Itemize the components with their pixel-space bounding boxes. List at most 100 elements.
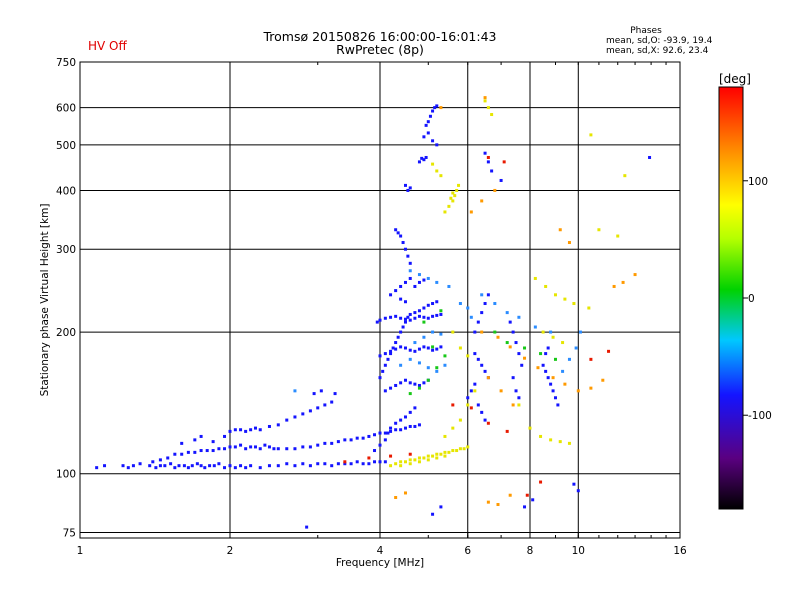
data-point [511,403,515,407]
data-point [469,389,473,393]
data-point [249,428,253,432]
data-point [576,389,580,393]
data-point [517,315,521,319]
data-point [435,300,439,304]
data-point [253,445,257,449]
data-point [490,113,494,117]
data-point [621,280,625,284]
data-point [567,241,571,245]
y-tick-label: 75 [63,527,76,539]
data-point [544,284,548,288]
data-point [426,346,430,350]
colorbar-ticks: 100 0 -100 [743,176,772,422]
data-point [553,396,557,400]
data-point [361,436,365,440]
data-point [401,325,405,329]
data-point [431,345,435,349]
data-point [422,158,426,162]
data-point [249,445,253,449]
data-point [401,241,405,245]
data-point [443,363,447,367]
data-point [431,139,435,143]
data-point [394,428,398,432]
data-point [551,376,555,380]
data-point [473,382,477,386]
y-tick-label: 600 [56,103,76,115]
data-point [386,431,390,435]
data-point [396,335,400,339]
data-point [173,466,177,470]
data-point [447,284,451,288]
data-point [408,357,412,361]
data-point [435,169,439,173]
data-point [308,464,312,468]
y-tick-label: 100 [56,469,76,481]
data-point [301,445,305,449]
data-point [435,347,439,351]
data-point [378,376,382,380]
data-point [435,143,439,147]
data-point [426,303,430,307]
data-point [486,160,490,164]
data-point [431,109,435,113]
data-point [195,462,199,466]
data-point [447,204,451,208]
data-point [233,428,237,432]
data-point [186,450,190,454]
data-point [483,96,487,100]
data-point [239,464,243,468]
data-point [399,345,403,349]
data-point [211,449,215,453]
data-point [476,403,480,407]
data-point [480,363,484,367]
data-point [417,456,421,460]
data-point [406,254,410,258]
data-point [466,306,470,310]
data-point [193,450,197,454]
data-point [228,464,232,468]
data-point [217,447,221,451]
data-point [431,348,435,352]
data-point [417,160,421,164]
data-point [349,462,353,466]
data-point [258,447,262,451]
data-point [308,445,312,449]
data-point [212,464,216,468]
data-point [158,464,162,468]
data-point [413,424,417,428]
data-point [399,297,403,301]
data-point [367,434,371,438]
data-point [539,352,543,356]
data-point [563,382,567,386]
data-point [426,454,430,458]
data-point [508,320,512,324]
data-point [544,369,548,373]
data-point [443,450,447,454]
data-point [199,449,203,453]
data-point [607,349,611,353]
data-point [458,302,462,306]
data-point [486,106,490,110]
data-point [413,349,417,353]
data-point [589,357,593,361]
data-point [435,369,439,373]
data-point [323,462,327,466]
x-axis-label: Frequency [MHz] [336,557,424,569]
data-point [403,280,407,284]
x-tick-label: 2 [227,545,234,557]
data-point [403,320,407,324]
data-point [389,349,393,353]
data-point [511,330,515,334]
data-point [413,284,417,288]
data-point [426,378,430,382]
data-point [330,464,334,468]
data-point [428,114,432,118]
data-point [208,464,212,468]
data-point [276,423,280,427]
data-point [399,234,403,238]
data-point [558,440,562,444]
data-point [417,347,421,351]
data-point [205,449,209,453]
data-point [293,389,297,393]
data-point [451,191,455,195]
